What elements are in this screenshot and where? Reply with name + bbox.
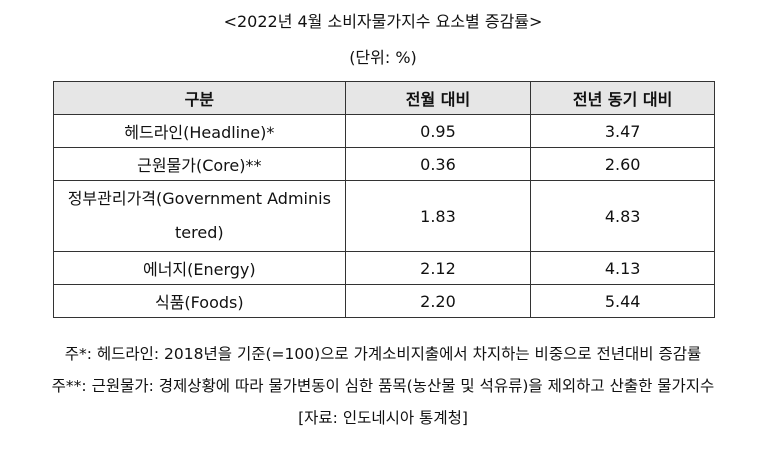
unit-label: (단위: %) <box>349 48 417 67</box>
source-note: [자료: 인도네시아 통계청] <box>298 409 468 427</box>
table-row: 근원물가(Core)** 0.36 2.60 <box>53 147 715 181</box>
row-name-line1: 정부관리가격(Government Adminis <box>67 189 331 208</box>
row-name: 근원물가(Core)** <box>53 147 346 181</box>
row-name: 식품(Foods) <box>53 284 346 318</box>
row-name-line2: tered) <box>175 223 224 242</box>
footnote-core: 주**: 근원물가: 경제상황에 따라 물가변동이 심한 품목(농산물 및 석유… <box>51 377 715 395</box>
header-category: 구분 <box>53 81 346 115</box>
header-mom: 전월 대비 <box>344 81 532 115</box>
row-yoy: 5.44 <box>530 284 715 318</box>
row-name: 헤드라인(Headline)* <box>53 114 346 148</box>
row-yoy: 4.13 <box>530 251 715 285</box>
table-row: 정부관리가격(Government Adminis tered) 1.83 4.… <box>53 180 715 252</box>
row-mom: 2.20 <box>344 284 532 318</box>
row-mom: 2.12 <box>344 251 532 285</box>
row-mom: 0.95 <box>344 114 532 148</box>
row-yoy: 3.47 <box>530 114 715 148</box>
cpi-table: 구분 전월 대비 전년 동기 대비 헤드라인(Headline)* 0.95 3… <box>53 81 715 318</box>
table-title: <2022년 4월 소비자물가지수 요소별 증감률> <box>223 12 543 31</box>
header-yoy: 전년 동기 대비 <box>530 81 715 115</box>
row-name: 정부관리가격(Government Adminis tered) <box>53 180 346 252</box>
table-header-row: 구분 전월 대비 전년 동기 대비 <box>53 81 715 115</box>
row-mom: 1.83 <box>344 180 532 252</box>
row-mom: 0.36 <box>344 147 532 181</box>
table-row: 에너지(Energy) 2.12 4.13 <box>53 251 715 285</box>
row-yoy: 2.60 <box>530 147 715 181</box>
table-row: 식품(Foods) 2.20 5.44 <box>53 284 715 318</box>
row-name: 에너지(Energy) <box>53 251 346 285</box>
row-yoy: 4.83 <box>530 180 715 252</box>
table-row: 헤드라인(Headline)* 0.95 3.47 <box>53 114 715 148</box>
footnote-headline: 주*: 헤드라인: 2018년을 기준(=100)으로 가계소비지출에서 차지하… <box>64 345 702 363</box>
